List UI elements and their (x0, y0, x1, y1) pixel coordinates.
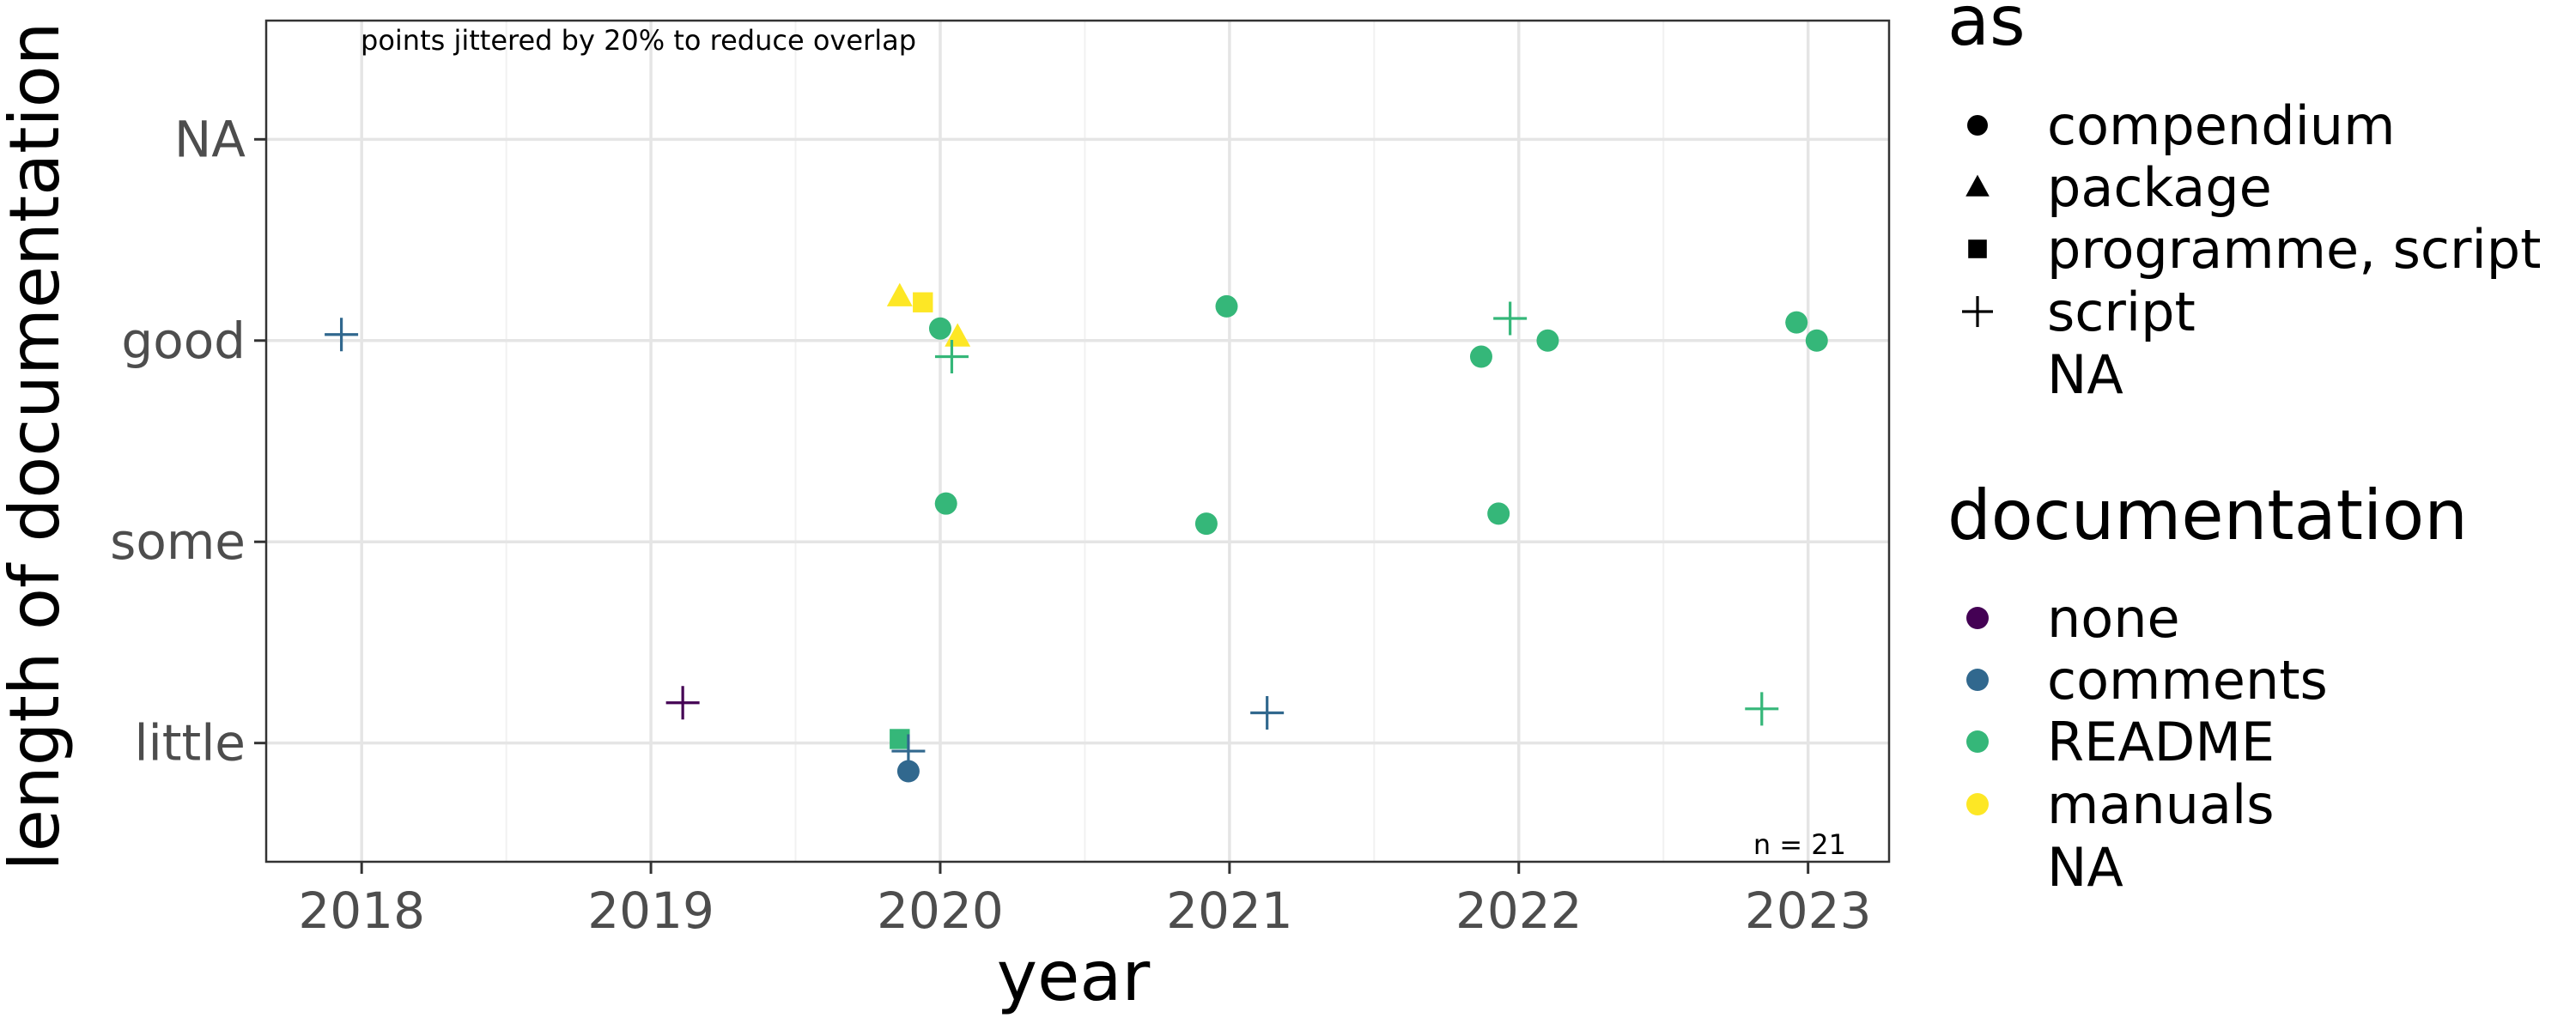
data-point (1536, 329, 1559, 352)
data-point (934, 340, 969, 374)
legend-key-color (1966, 607, 1989, 629)
y-tick-label: some (110, 512, 246, 571)
minor-gridlines (505, 21, 1665, 862)
data-point (1487, 502, 1510, 525)
data-point (1493, 301, 1528, 336)
x-tick-label: 2022 (1455, 882, 1583, 940)
data-point (1745, 692, 1779, 726)
legend-label: programme, script (2047, 218, 2541, 281)
plot-panel-border (264, 19, 1891, 863)
x-tick-label: 2021 (1166, 882, 1293, 940)
data-point (896, 760, 920, 783)
data-point (1469, 345, 1492, 368)
legend-label: package (2047, 156, 2272, 219)
data-points (325, 282, 1828, 783)
legend-label: none (2047, 587, 2180, 650)
data-point (1215, 294, 1238, 318)
legend-label: manuals (2047, 773, 2275, 836)
data-point (928, 317, 951, 340)
legend-key-plus (1962, 296, 1993, 327)
legend-label: script (2047, 281, 2196, 343)
legend-label: NA (2047, 836, 2123, 899)
x-tick-label: 2023 (1745, 882, 1872, 940)
data-point (890, 729, 910, 749)
data-point (886, 282, 913, 306)
data-point (1805, 329, 1828, 352)
legend-key-color (1966, 793, 1989, 815)
legend-title-documentation: documentation (1947, 476, 2468, 555)
sample-size-annotation: n = 21 (1753, 828, 1846, 861)
legend-key-color (1966, 730, 1989, 753)
legend-label: NA (2047, 343, 2123, 406)
legend-label: README (2047, 711, 2275, 773)
legend-title-as: as (1947, 0, 2026, 61)
y-tick-label: good (121, 312, 246, 370)
data-point (934, 492, 957, 515)
legend-key-color (1966, 669, 1989, 691)
x-tick-label: 2020 (877, 882, 1004, 940)
legend-key-circle (1967, 115, 1988, 136)
data-point (1250, 696, 1285, 730)
y-tick-label: little (134, 714, 246, 772)
data-point (325, 318, 359, 352)
data-point (1194, 512, 1218, 536)
legend-key-triangle (1965, 174, 1990, 197)
jitter-annotation: points jittered by 20% to reduce overlap (361, 24, 916, 57)
x-tick-label: 2019 (587, 882, 714, 940)
legend-key-square (1968, 239, 1987, 258)
y-axis-ticks: little some good NA (110, 110, 266, 772)
data-point (1785, 311, 1808, 334)
x-axis-ticks: 2018 2019 2020 2021 2022 2023 (298, 862, 1871, 940)
y-tick-label: NA (174, 110, 246, 168)
x-axis-title: year (997, 936, 1151, 1016)
y-axis-title: length of documentation (0, 22, 75, 871)
data-point (665, 686, 700, 720)
legend-label: compendium (2047, 94, 2395, 157)
x-tick-label: 2018 (298, 882, 425, 940)
data-point (913, 292, 933, 312)
major-gridlines (266, 21, 1889, 862)
legend-label: comments (2047, 649, 2328, 712)
